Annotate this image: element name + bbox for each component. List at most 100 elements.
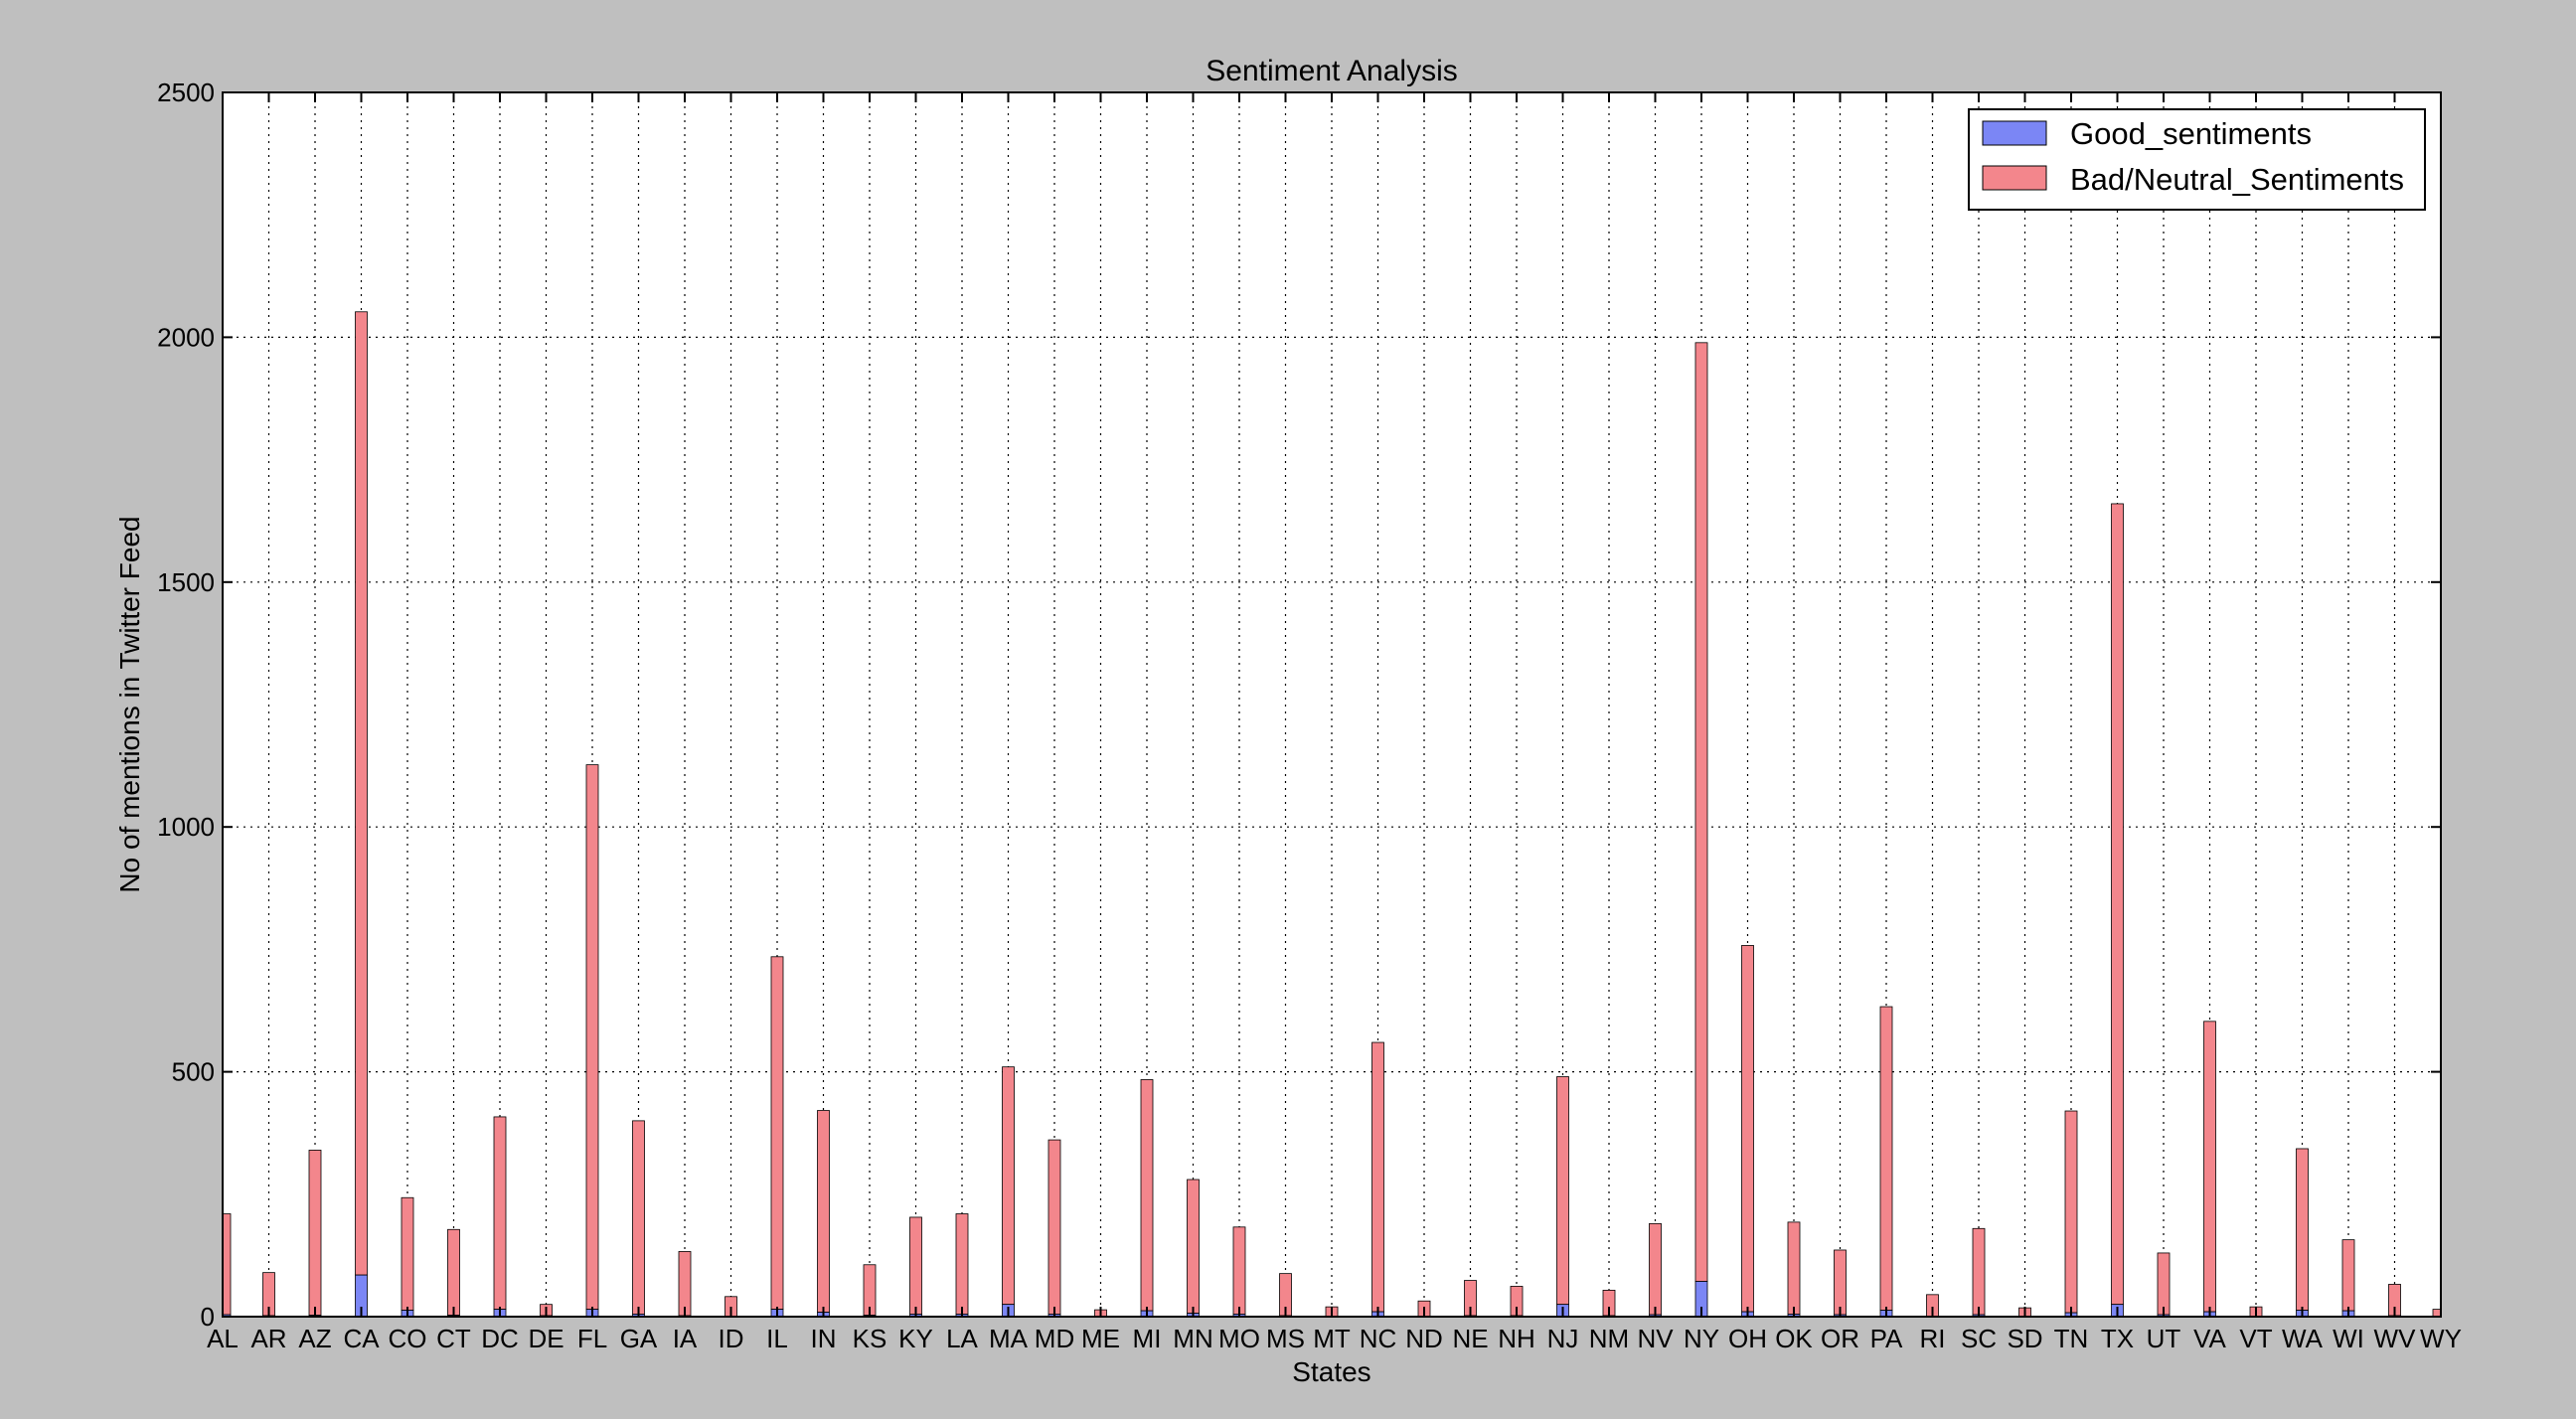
bar-bad-neutral-ky	[909, 1216, 922, 1315]
x-tick-label-ct: CT	[436, 1324, 471, 1353]
x-tick-label-dc: DC	[481, 1324, 519, 1353]
x-tick-label-wi: WI	[2333, 1324, 2364, 1353]
x-tick-label-wa: WA	[2282, 1324, 2324, 1353]
legend-swatch-bad-neutral-sentiments	[1982, 165, 2047, 191]
y-tick-label-1000: 1000	[157, 812, 215, 842]
bar-bad-neutral-wi	[2341, 1239, 2355, 1312]
x-tick-label-id: ID	[719, 1324, 744, 1353]
axis-ticks: 0 500 1000 1500 2000 2500 AL AR AZ CA CO CT DC DE FL GA…	[157, 78, 2462, 1353]
x-tick-label-ga: GA	[620, 1324, 658, 1353]
y-axis-title: No of mentions in Twitter Feed	[114, 516, 145, 892]
bar-bad-neutral-oh	[1741, 945, 1754, 1313]
x-tick-label-nh: NH	[1498, 1324, 1535, 1353]
x-tick-label-sc: SC	[1961, 1324, 1997, 1353]
x-tick-label-de: DE	[528, 1324, 564, 1353]
x-tick-label-mn: MN	[1173, 1324, 1212, 1353]
x-tick-label-il: IL	[766, 1324, 788, 1353]
x-tick-label-in: IN	[811, 1324, 837, 1353]
x-tick-label-ar: AR	[250, 1324, 286, 1353]
bar-bad-neutral-ga	[632, 1120, 645, 1315]
bar-bad-neutral-ma	[1002, 1066, 1015, 1306]
legend-swatch-good-sentiments	[1982, 120, 2047, 146]
x-tick-label-fl: FL	[577, 1324, 607, 1353]
bar-bad-neutral-tn	[2064, 1110, 2078, 1314]
legend-label-bad-neutral-sentiments: Bad/Neutral_Sentiments	[2070, 162, 2404, 197]
bar-bad-neutral-co	[401, 1196, 414, 1311]
bar-bad-neutral-nj	[1556, 1076, 1569, 1306]
x-tick-label-ia: IA	[673, 1324, 698, 1353]
y-tick-label-1500: 1500	[157, 567, 215, 597]
bar-bad-neutral-md	[1047, 1139, 1061, 1315]
x-tick-label-va: VA	[2193, 1324, 2226, 1353]
x-tick-label-md: MD	[1035, 1324, 1074, 1353]
bar-bad-neutral-ut	[2157, 1252, 2171, 1316]
x-tick-label-nc: NC	[1360, 1324, 1397, 1353]
bar-bad-neutral-ct	[447, 1228, 460, 1316]
bar-bad-neutral-ny	[1694, 342, 1708, 1282]
chart-title: Sentiment Analysis	[1206, 55, 1457, 87]
bar-bad-neutral-ok	[1787, 1221, 1801, 1315]
bar-bad-neutral-sc	[1972, 1227, 1986, 1316]
legend-label-good-sentiments: Good_sentiments	[2070, 116, 2312, 151]
x-tick-label-ky: KY	[898, 1324, 933, 1353]
x-tick-label-az: AZ	[298, 1324, 331, 1353]
x-tick-label-co: CO	[389, 1324, 427, 1353]
x-tick-label-tn: TN	[2054, 1324, 2089, 1353]
bar-bad-neutral-or	[1834, 1249, 1847, 1316]
bar-bad-neutral-nc	[1371, 1041, 1384, 1313]
bar-bad-neutral-fl	[585, 764, 599, 1311]
x-tick-label-ri: RI	[1920, 1324, 1946, 1353]
bar-bad-neutral-nv	[1649, 1222, 1662, 1316]
y-tick-label-0: 0	[201, 1302, 215, 1332]
x-tick-label-nm: NM	[1589, 1324, 1629, 1353]
x-tick-label-ne: NE	[1452, 1324, 1488, 1353]
bar-bad-neutral-va	[2203, 1021, 2216, 1313]
bar-bad-neutral-wa	[2296, 1148, 2309, 1311]
bar-bad-neutral-dc	[493, 1116, 507, 1311]
bar-bad-neutral-tx	[2111, 503, 2124, 1306]
bar-bad-neutral-la	[955, 1213, 969, 1315]
x-tick-label-wv: WV	[2374, 1324, 2417, 1353]
x-tick-label-me: ME	[1081, 1324, 1120, 1353]
x-tick-label-mi: MI	[1133, 1324, 1162, 1353]
x-tick-label-mt: MT	[1313, 1324, 1351, 1353]
y-tick-label-2500: 2500	[157, 78, 215, 107]
y-tick-label-2000: 2000	[157, 322, 215, 352]
x-tick-label-tx: TX	[2101, 1324, 2134, 1353]
x-tick-label-ny: NY	[1684, 1324, 1719, 1353]
x-tick-label-ks: KS	[853, 1324, 887, 1353]
x-axis-title: States	[1292, 1356, 1370, 1387]
x-tick-label-mo: MO	[1218, 1324, 1260, 1353]
bar-bad-neutral-pa	[1879, 1006, 1893, 1311]
bar-bad-neutral-al	[222, 1213, 232, 1316]
x-tick-label-ca: CA	[343, 1324, 380, 1353]
x-tick-label-al: AL	[207, 1324, 239, 1353]
bar-bad-neutral-az	[308, 1150, 322, 1316]
legend: Good_sentiments Bad/Neutral_Sentiments	[1968, 108, 2426, 211]
bar-bad-neutral-ia	[678, 1251, 692, 1317]
x-tick-label-nj: NJ	[1547, 1324, 1579, 1353]
x-tick-label-or: OR	[1821, 1324, 1859, 1353]
bar-bad-neutral-in	[817, 1110, 830, 1313]
x-tick-label-oh: OH	[1728, 1324, 1767, 1353]
x-tick-label-ut: UT	[2147, 1324, 2181, 1353]
y-tick-label-500: 500	[172, 1057, 215, 1087]
x-tick-label-sd: SD	[2007, 1324, 2042, 1353]
bar-bad-neutral-mo	[1232, 1226, 1246, 1315]
x-tick-label-ok: OK	[1775, 1324, 1813, 1353]
x-tick-label-pa: PA	[1870, 1324, 1903, 1353]
x-tick-label-nd: ND	[1405, 1324, 1443, 1353]
x-tick-label-la: LA	[946, 1324, 978, 1353]
x-tick-label-nv: NV	[1637, 1324, 1674, 1353]
bar-bad-neutral-mi	[1140, 1079, 1154, 1312]
x-tick-label-vt: VT	[2239, 1324, 2272, 1353]
bars	[222, 311, 2442, 1318]
x-tick-label-ms: MS	[1266, 1324, 1305, 1353]
bar-bad-neutral-mn	[1187, 1179, 1200, 1314]
bar-bad-neutral-ca	[355, 311, 368, 1276]
bar-bad-neutral-il	[770, 956, 784, 1311]
x-tick-label-ma: MA	[989, 1324, 1029, 1353]
x-tick-label-wy: WY	[2420, 1324, 2462, 1353]
bar-bad-neutral-wy	[2432, 1309, 2442, 1317]
